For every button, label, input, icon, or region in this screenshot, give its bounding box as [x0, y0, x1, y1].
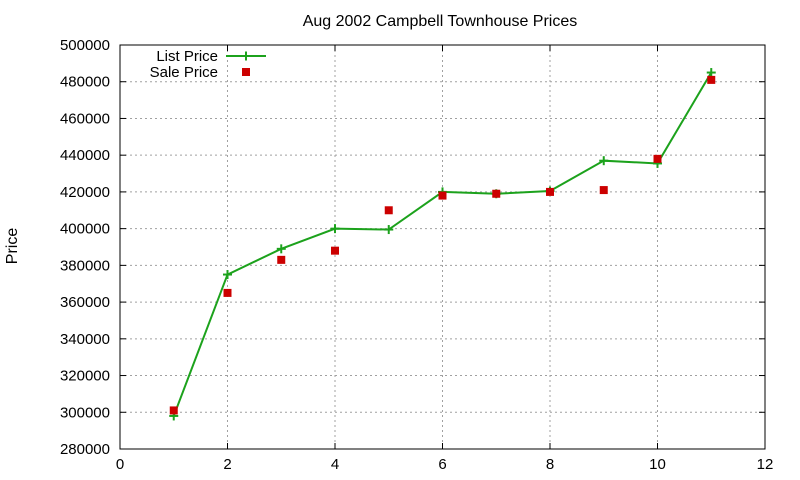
- series-line: [172, 72, 713, 417]
- grid-lines: [120, 45, 765, 449]
- data-point: [438, 191, 447, 200]
- data-point: [223, 288, 232, 297]
- data-point: [599, 156, 609, 166]
- y-tick-label: 460000: [60, 110, 110, 127]
- y-tick-label: 360000: [60, 294, 110, 311]
- data-point: [169, 406, 178, 415]
- x-tick-label: 12: [757, 456, 774, 473]
- y-tick-label: 300000: [60, 404, 110, 421]
- series-layer: [169, 68, 716, 421]
- data-point: [384, 225, 394, 235]
- data-point: [331, 246, 339, 255]
- y-tick-label: 500000: [60, 37, 110, 54]
- legend-marker: [242, 68, 250, 76]
- legend-label: List Price: [156, 48, 218, 65]
- data-point: [707, 75, 716, 84]
- y-tick-label: 420000: [60, 184, 110, 201]
- y-axis-label: Price: [4, 228, 21, 265]
- y-tick-label: 340000: [60, 331, 110, 348]
- x-tick-label: 4: [331, 456, 339, 473]
- y-tick-label: 380000: [60, 257, 110, 274]
- plot-frame: [119, 44, 766, 450]
- x-tick-label: 2: [223, 456, 231, 473]
- x-tick-label: 0: [116, 456, 124, 473]
- y-tick-label: 400000: [60, 221, 110, 238]
- data-point: [653, 154, 662, 163]
- x-tick-label: 8: [546, 456, 554, 473]
- y-tick-label: 440000: [60, 147, 110, 164]
- data-point: [277, 255, 286, 264]
- chart-title: Aug 2002 Campbell Townhouse Prices: [303, 13, 578, 30]
- data-point: [276, 244, 286, 254]
- x-tick-label: 10: [649, 456, 666, 473]
- data-point: [599, 186, 608, 195]
- legend-marker: [241, 51, 251, 61]
- x-tick-label: 6: [438, 456, 446, 473]
- data-point: [706, 68, 716, 78]
- data-point: [492, 189, 501, 198]
- data-point: [546, 187, 554, 196]
- data-point: [330, 224, 340, 234]
- data-point: [384, 206, 393, 215]
- legend-label: Sale Price: [150, 64, 218, 81]
- axis-ticks: 0 2 4 6 8 10 12 280000 300000 320000 340000 360000 3…: [60, 37, 773, 473]
- data-point: [223, 270, 232, 280]
- y-tick-label: 480000: [60, 74, 110, 91]
- y-tick-label: 280000: [60, 441, 110, 458]
- series-2: [169, 75, 716, 415]
- y-tick-label: 320000: [60, 368, 110, 385]
